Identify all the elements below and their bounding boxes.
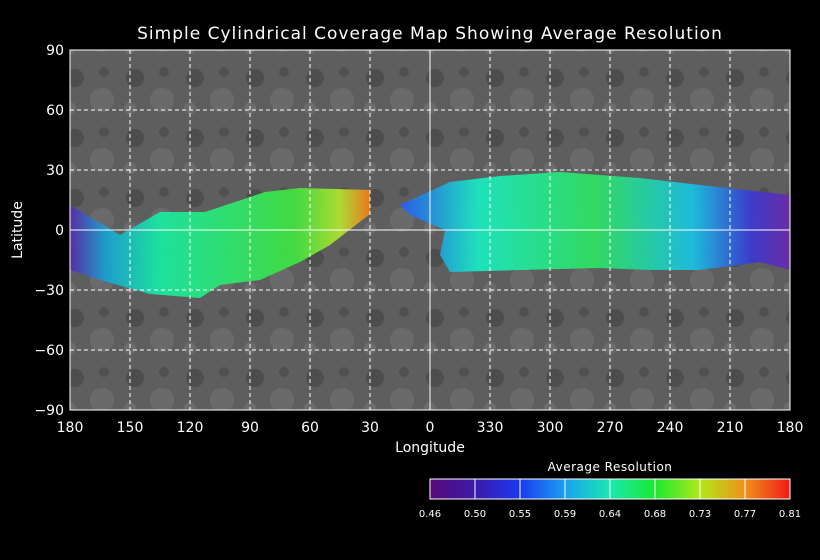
x-tick-label: 330 bbox=[477, 420, 504, 436]
x-tick-label: 150 bbox=[117, 420, 144, 436]
x-tick-label: 210 bbox=[717, 420, 744, 436]
colorbar-tick-label: 0.81 bbox=[779, 509, 801, 520]
colorbar-tick-label: 0.77 bbox=[734, 509, 756, 520]
colorbar-title: Average Resolution bbox=[547, 460, 673, 474]
y-tick-label: 0 bbox=[55, 223, 64, 239]
colorbar-tick-label: 0.50 bbox=[464, 509, 486, 520]
colorbar-tick-label: 0.68 bbox=[644, 509, 666, 520]
x-tick-label: 240 bbox=[657, 420, 684, 436]
coverage-swath-east bbox=[400, 172, 790, 272]
map-title: Simple Cylindrical Coverage Map Showing … bbox=[137, 24, 723, 44]
y-tick-label: 60 bbox=[46, 103, 64, 119]
x-tick-label: 120 bbox=[177, 420, 204, 436]
colorbar-tick-label: 0.73 bbox=[689, 509, 711, 520]
x-tick-label: 180 bbox=[57, 420, 84, 436]
colorbar-ticks: 0.46 0.50 0.55 0.59 0.64 0.68 0.73 0.77 0.81 bbox=[419, 479, 801, 520]
x-tick-label: 60 bbox=[301, 420, 319, 436]
y-tick-label: −30 bbox=[34, 283, 64, 299]
x-axis-ticks: 180 150 120 90 60 30 0 330 300 270 240 210 180 bbox=[57, 420, 804, 436]
x-tick-label: 0 bbox=[426, 420, 435, 436]
y-axis-ticks: 90 60 30 0 −30 −60 −90 bbox=[34, 43, 64, 419]
y-axis-label: Latitude bbox=[10, 201, 26, 259]
coverage-swaths bbox=[70, 172, 790, 298]
x-tick-label: 180 bbox=[777, 420, 804, 436]
coverage-swath-west bbox=[70, 188, 370, 298]
x-tick-label: 30 bbox=[361, 420, 379, 436]
x-tick-label: 270 bbox=[597, 420, 624, 436]
colorbar-tick-label: 0.59 bbox=[554, 509, 576, 520]
y-tick-label: −90 bbox=[34, 403, 64, 419]
colorbar-tick-label: 0.46 bbox=[419, 509, 441, 520]
colorbar-tick-label: 0.64 bbox=[599, 509, 621, 520]
y-tick-label: −60 bbox=[34, 343, 64, 359]
graticule bbox=[70, 50, 790, 410]
y-tick-label: 90 bbox=[46, 43, 64, 59]
colorbar-tick-label: 0.55 bbox=[509, 509, 531, 520]
y-tick-label: 30 bbox=[46, 163, 64, 179]
x-tick-label: 90 bbox=[241, 420, 259, 436]
x-tick-label: 300 bbox=[537, 420, 564, 436]
x-axis-label: Longitude bbox=[395, 440, 465, 456]
